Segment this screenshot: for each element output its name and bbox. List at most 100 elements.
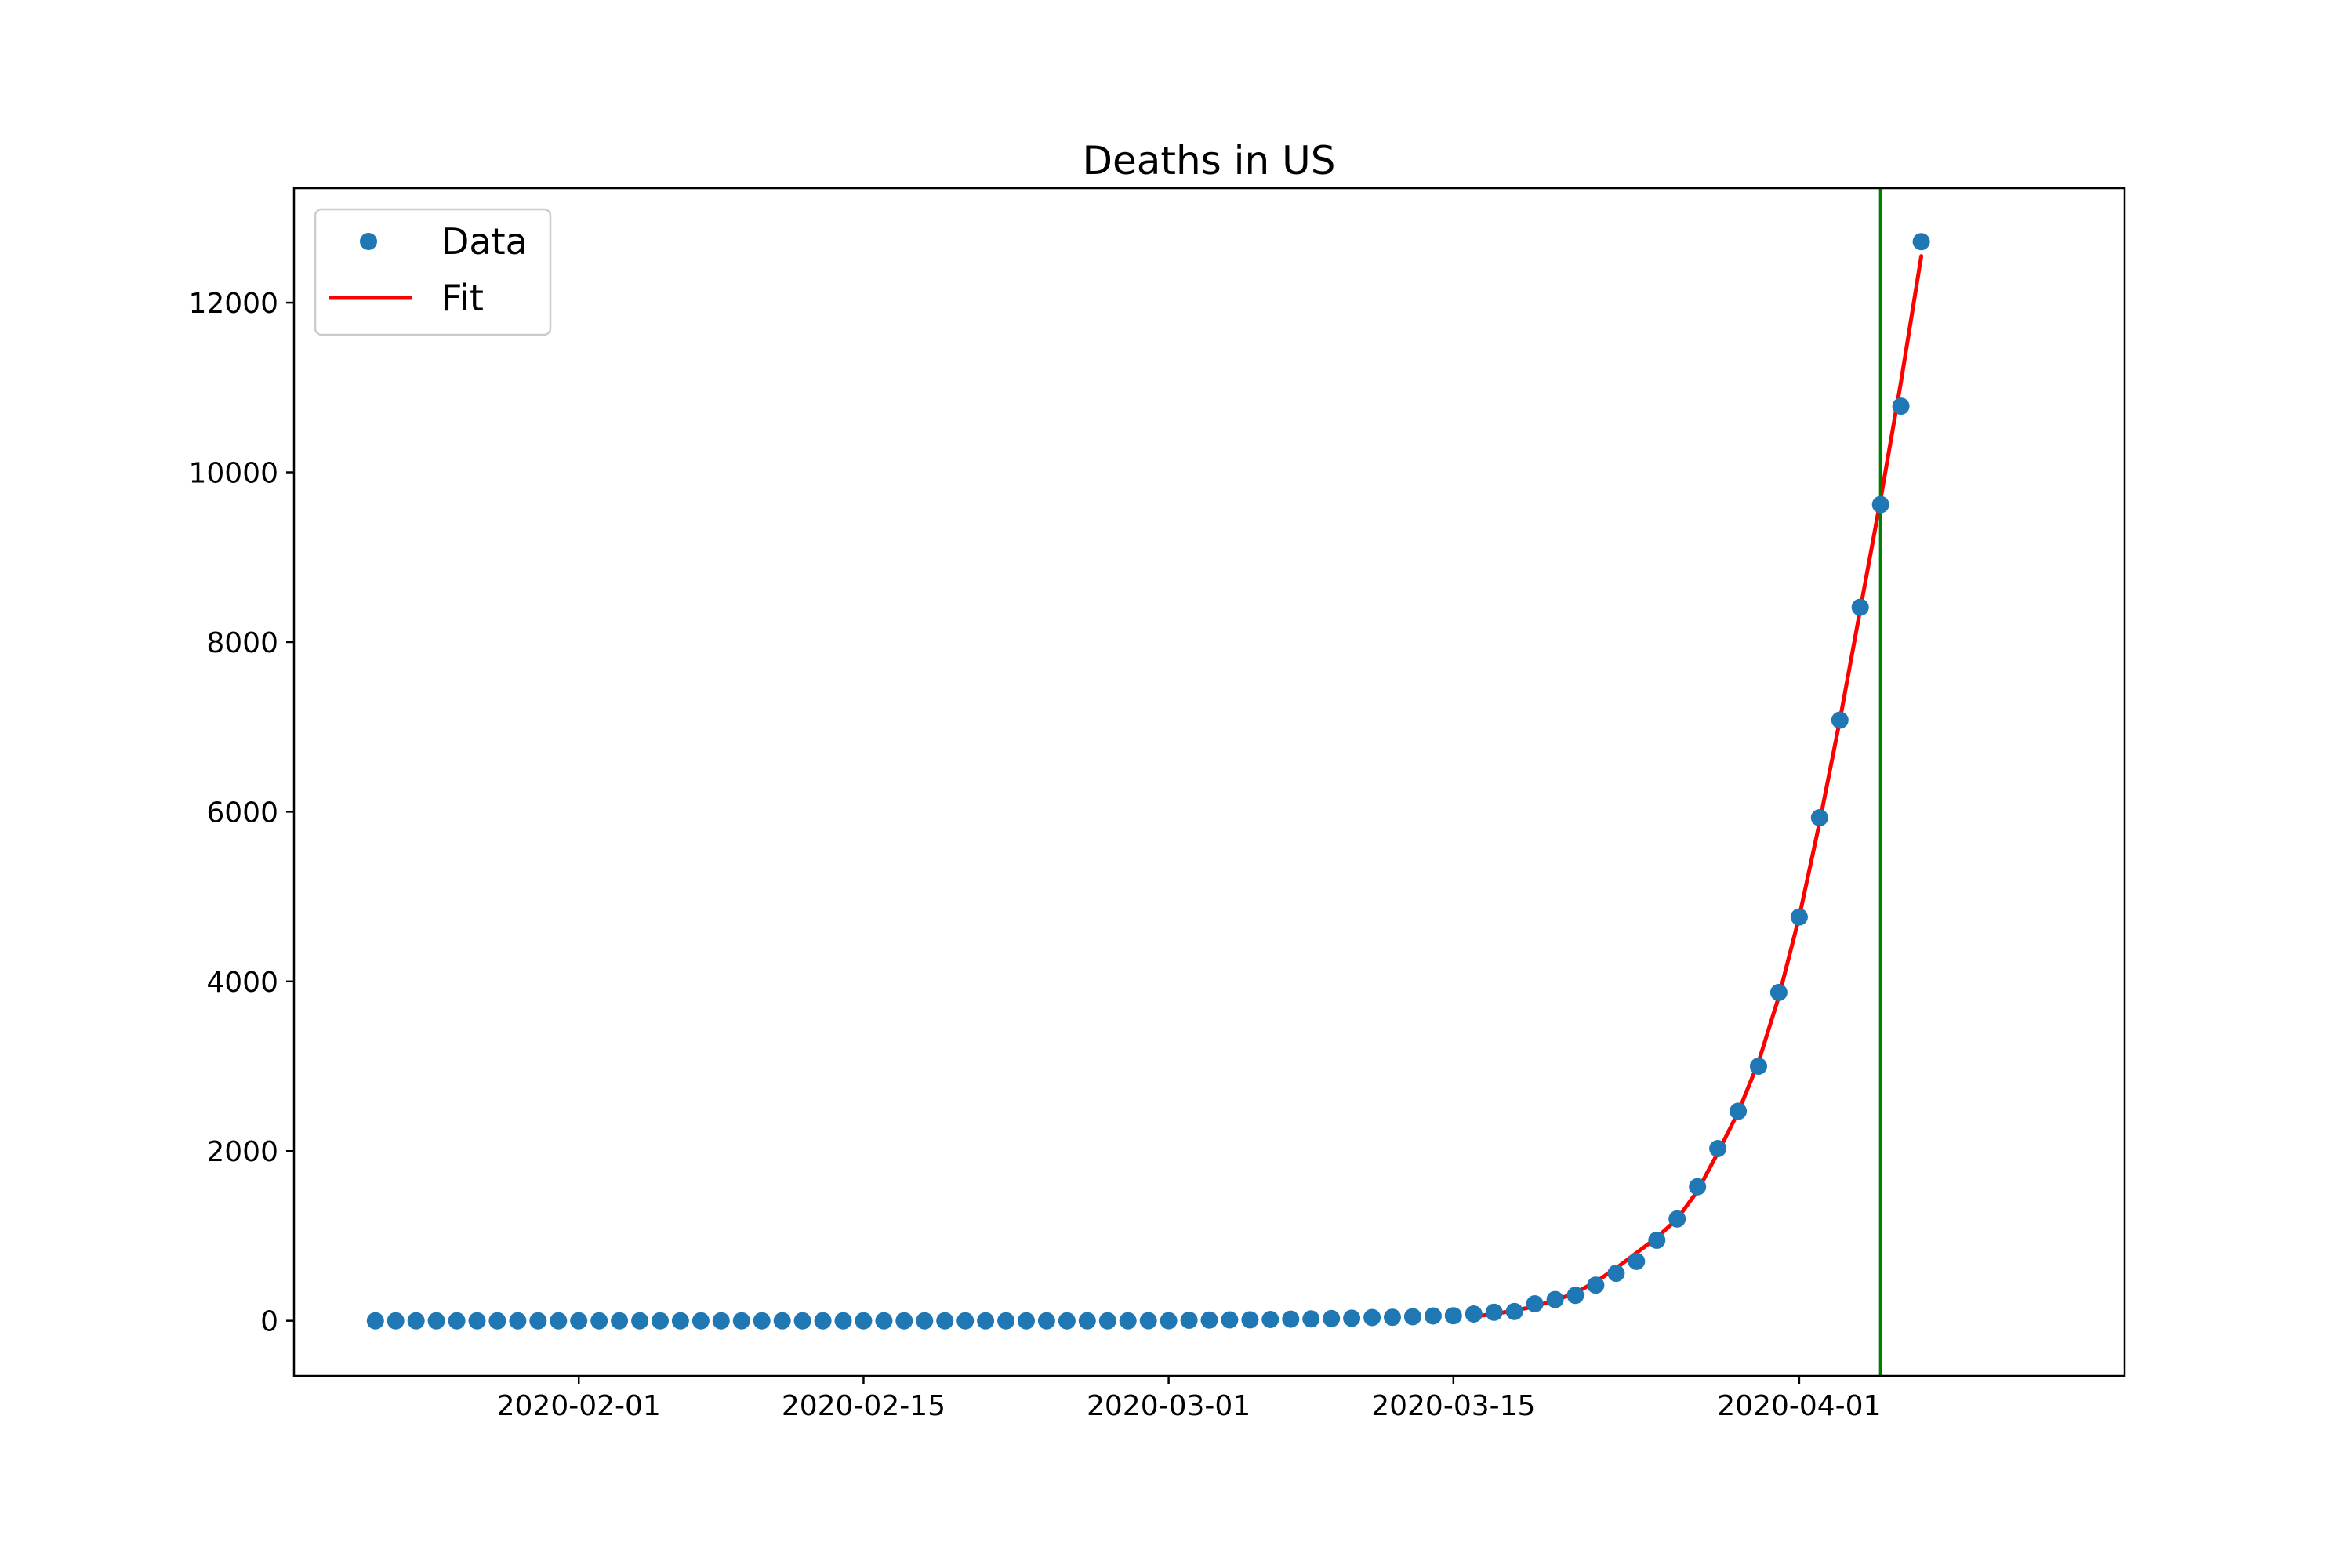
data-point [407,1312,425,1330]
x-tick-label: 2020-02-01 [497,1390,661,1422]
legend-data-marker [360,233,377,250]
data-point [1912,233,1930,251]
data-point [1628,1252,1646,1270]
data-point [1790,908,1808,926]
data-point [895,1312,913,1330]
data-point [1384,1308,1401,1327]
data-point [1769,983,1788,1001]
data-point [1139,1312,1157,1330]
data-point [1119,1312,1137,1330]
data-point [1323,1309,1341,1327]
data-point [1424,1307,1442,1325]
data-point [834,1312,852,1330]
data-point [550,1312,568,1330]
data-point [691,1312,710,1330]
data-point [875,1312,893,1330]
data-point [1465,1305,1483,1323]
data-point [732,1312,750,1330]
data-point [1180,1312,1198,1329]
data-point [1831,711,1849,729]
data-point [1485,1303,1503,1321]
x-tick-label: 2020-03-15 [1371,1390,1535,1422]
y-tick-label: 12000 [188,288,278,320]
data-point [1282,1310,1300,1328]
data-point [1058,1312,1076,1330]
data-point [773,1312,791,1330]
x-axis-ticks: 2020-02-01 2020-02-15 2020-03-01 2020-03-15… [497,1376,1881,1422]
legend: Data Fit [314,208,552,336]
data-point [427,1312,445,1330]
data-point [1546,1290,1564,1308]
data-point [1851,598,1869,616]
data-point [936,1312,954,1330]
data-point [1444,1307,1462,1325]
chart-title: Deaths in US [1083,138,1336,183]
data-point [1526,1295,1544,1312]
data-point [1302,1310,1320,1328]
data-point [590,1312,608,1330]
data-point [570,1312,588,1330]
data-point [1403,1308,1421,1326]
y-tick-label: 10000 [188,458,278,490]
data-point [671,1312,689,1330]
data-point [814,1312,832,1330]
data-point [1587,1276,1605,1294]
points-layer [366,233,1930,1330]
legend-data-label: Data [441,220,528,263]
x-tick-label: 2020-04-01 [1717,1390,1881,1422]
data-point [1078,1312,1096,1330]
data-point [1689,1178,1707,1196]
data-point [977,1312,995,1330]
x-tick-label: 2020-03-01 [1087,1390,1250,1422]
data-point [529,1312,547,1330]
y-tick-label: 6000 [206,797,278,829]
data-point [1018,1312,1035,1330]
data-point [1871,495,1889,514]
data-point [1709,1140,1727,1157]
data-point [1750,1058,1767,1075]
data-point [753,1312,771,1330]
plot-frame [292,187,2126,1377]
y-axis-ticks: 0 2000 4000 6000 8000 10000 12000 [188,288,294,1338]
data-point [1648,1231,1666,1249]
data-point [1810,809,1828,826]
data-point [366,1312,384,1330]
y-tick-label: 8000 [206,627,278,659]
data-point [1505,1302,1523,1320]
data-point [1221,1311,1239,1329]
data-point [1037,1312,1055,1330]
data-point [1343,1309,1361,1327]
data-point [448,1312,466,1330]
data-point [1668,1210,1686,1228]
plot-area [294,188,2125,1376]
data-point [793,1312,811,1330]
data-point [611,1312,629,1330]
y-tick-label: 0 [260,1306,278,1338]
data-point [1098,1312,1116,1330]
y-tick-label: 4000 [206,967,278,999]
data-point [387,1312,405,1330]
data-point [1200,1311,1218,1329]
data-point [1241,1311,1259,1329]
data-point [1160,1312,1178,1330]
data-point [1892,397,1910,416]
data-point [916,1312,934,1330]
data-point [997,1312,1015,1330]
data-point [855,1312,873,1330]
data-point [1566,1287,1584,1305]
legend-fit-label: Fit [441,277,484,319]
y-tick-label: 2000 [206,1136,278,1168]
data-point [631,1312,649,1330]
data-point [1363,1308,1381,1327]
data-point [468,1312,486,1330]
data-point [488,1312,506,1330]
data-point [712,1312,730,1330]
x-tick-label: 2020-02-15 [782,1390,946,1422]
data-point [1607,1265,1625,1283]
data-point [956,1312,975,1330]
data-point [1730,1102,1748,1120]
data-point [652,1312,669,1330]
data-point [509,1312,527,1330]
data-point [1261,1311,1279,1328]
